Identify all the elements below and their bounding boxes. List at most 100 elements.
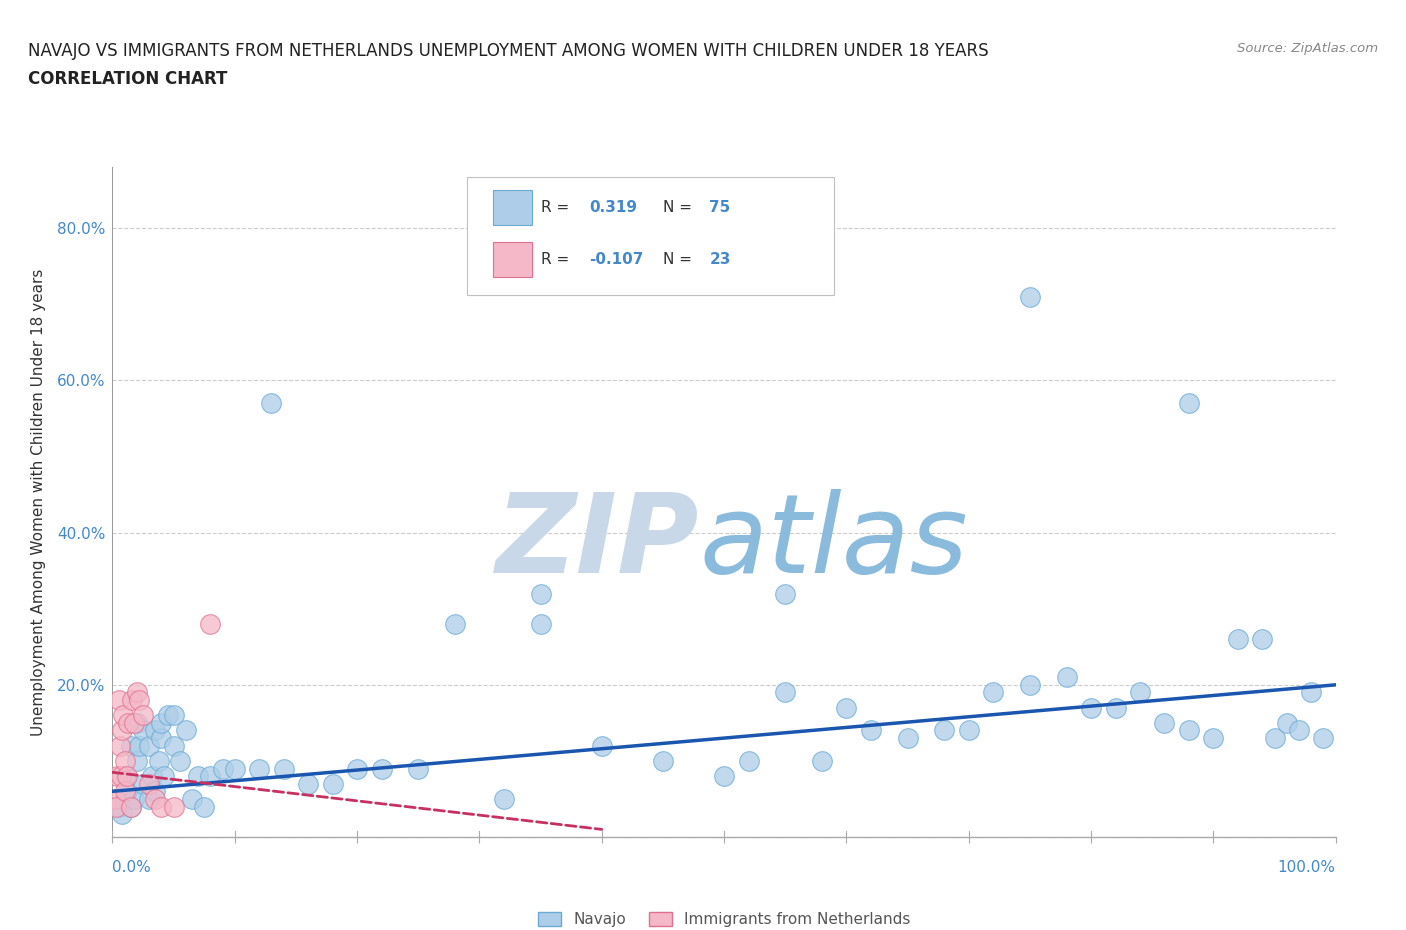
Point: [1178, 396, 1201, 411]
Point: [322, 777, 344, 791]
Point: [737, 753, 759, 768]
Point: [1018, 289, 1040, 304]
Point: [125, 685, 148, 700]
Point: [114, 784, 136, 799]
Point: [1288, 723, 1310, 737]
Point: [187, 769, 209, 784]
Point: [120, 799, 142, 814]
Point: [224, 761, 246, 776]
Legend: Navajo, Immigrants from Netherlands: Navajo, Immigrants from Netherlands: [531, 906, 917, 930]
Point: [111, 806, 134, 821]
Point: [1264, 731, 1286, 746]
Point: [591, 738, 613, 753]
Text: 75: 75: [710, 200, 731, 215]
Point: [200, 769, 222, 784]
Point: [112, 708, 135, 723]
Point: [169, 753, 191, 768]
Point: [1251, 631, 1274, 646]
Point: [124, 791, 146, 806]
Text: ZIP: ZIP: [496, 489, 700, 596]
Point: [775, 685, 797, 700]
Text: NAVAJO VS IMMIGRANTS FROM NETHERLANDS UNEMPLOYMENT AMONG WOMEN WITH CHILDREN UND: NAVAJO VS IMMIGRANTS FROM NETHERLANDS UN…: [28, 42, 988, 60]
Point: [859, 723, 882, 737]
Point: [104, 791, 127, 806]
Point: [1018, 677, 1040, 692]
Point: [150, 715, 173, 730]
Point: [121, 693, 143, 708]
Point: [120, 738, 142, 753]
Text: N =: N =: [664, 200, 697, 215]
Point: [260, 396, 283, 411]
Point: [132, 723, 155, 737]
Point: [110, 769, 132, 784]
Point: [153, 769, 176, 784]
Point: [107, 799, 129, 814]
Text: N =: N =: [664, 252, 697, 267]
Point: [114, 753, 136, 768]
Text: 0.319: 0.319: [589, 200, 637, 215]
Point: [138, 791, 160, 806]
Point: [108, 738, 131, 753]
Point: [105, 799, 128, 814]
Point: [1301, 685, 1323, 700]
Point: [124, 715, 146, 730]
Point: [132, 777, 155, 791]
Point: [529, 617, 551, 631]
Text: 23: 23: [710, 252, 731, 267]
Point: [835, 700, 858, 715]
Point: [143, 784, 166, 799]
Point: [1129, 685, 1152, 700]
Point: [114, 769, 136, 784]
Point: [148, 753, 170, 768]
Point: [138, 777, 160, 791]
Point: [408, 761, 430, 776]
Point: [1153, 715, 1175, 730]
Point: [163, 708, 186, 723]
Point: [297, 777, 319, 791]
Point: [1178, 723, 1201, 737]
Point: [114, 791, 136, 806]
Point: [117, 715, 139, 730]
Point: [713, 769, 735, 784]
Point: [125, 715, 148, 730]
Point: [143, 791, 166, 806]
Point: [125, 753, 148, 768]
Point: [652, 753, 675, 768]
Point: [150, 799, 173, 814]
Text: 100.0%: 100.0%: [1278, 860, 1336, 875]
Point: [115, 784, 138, 799]
Point: [273, 761, 295, 776]
Point: [370, 761, 392, 776]
Text: R =: R =: [540, 200, 574, 215]
Point: [115, 769, 138, 784]
Point: [247, 761, 270, 776]
Point: [150, 731, 173, 746]
Text: Source: ZipAtlas.com: Source: ZipAtlas.com: [1237, 42, 1378, 55]
Point: [143, 723, 166, 737]
Y-axis label: Unemployment Among Women with Children Under 18 years: Unemployment Among Women with Children U…: [31, 269, 46, 736]
Point: [1056, 670, 1078, 684]
FancyBboxPatch shape: [494, 242, 531, 276]
Point: [957, 723, 980, 737]
Point: [1226, 631, 1249, 646]
Text: -0.107: -0.107: [589, 252, 644, 267]
Point: [1275, 715, 1298, 730]
Point: [200, 617, 222, 631]
Point: [492, 791, 515, 806]
Point: [897, 731, 920, 746]
Point: [1202, 731, 1225, 746]
Point: [132, 708, 155, 723]
Point: [211, 761, 233, 776]
Point: [181, 791, 204, 806]
Point: [934, 723, 956, 737]
Point: [346, 761, 368, 776]
Point: [107, 693, 129, 708]
Text: R =: R =: [540, 252, 574, 267]
Point: [163, 738, 186, 753]
Point: [529, 586, 551, 601]
Text: CORRELATION CHART: CORRELATION CHART: [28, 70, 228, 87]
Point: [981, 685, 1004, 700]
Text: 0.0%: 0.0%: [112, 860, 152, 875]
FancyBboxPatch shape: [467, 178, 834, 295]
Point: [775, 586, 797, 601]
